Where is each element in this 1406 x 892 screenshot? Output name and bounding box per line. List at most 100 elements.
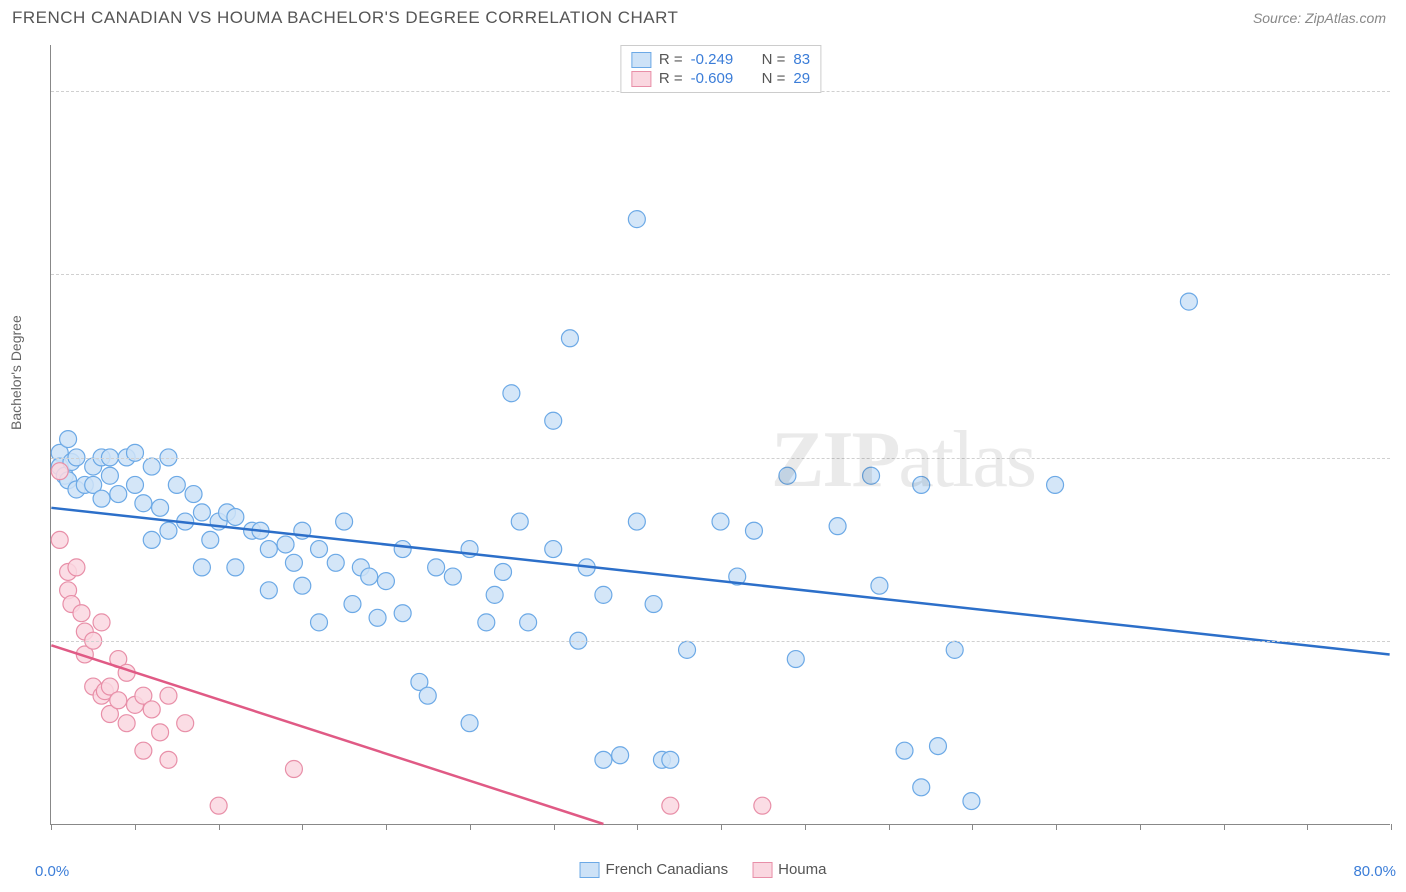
data-point [1180, 293, 1197, 310]
r-label: R = [659, 51, 683, 68]
data-point [127, 476, 144, 493]
gridline [51, 458, 1390, 459]
x-tick-mark [1056, 824, 1057, 830]
data-point [152, 724, 169, 741]
data-point [93, 614, 110, 631]
data-point [444, 568, 461, 585]
data-point [202, 531, 219, 548]
data-point [595, 751, 612, 768]
data-point [311, 614, 328, 631]
legend-label: Houma [778, 861, 826, 878]
data-point [51, 531, 68, 548]
r-label: R = [659, 70, 683, 87]
x-tick-mark [1307, 824, 1308, 830]
y-tick-label: 40.0% [1395, 449, 1406, 466]
legend-row: R = -0.249N = 83 [631, 50, 810, 69]
x-axis-min-label: 0.0% [35, 863, 69, 880]
data-point [779, 467, 796, 484]
x-tick-mark [219, 824, 220, 830]
data-point [394, 605, 411, 622]
x-tick-mark [51, 824, 52, 830]
data-point [712, 513, 729, 530]
data-point [628, 513, 645, 530]
data-point [285, 761, 302, 778]
data-point [461, 715, 478, 732]
legend-swatch [580, 862, 600, 878]
data-point [152, 499, 169, 516]
n-value: 83 [793, 51, 810, 68]
data-point [327, 554, 344, 571]
x-tick-mark [386, 824, 387, 830]
data-point [495, 563, 512, 580]
data-point [829, 518, 846, 535]
r-value: -0.609 [691, 70, 746, 87]
data-point [369, 609, 386, 626]
data-point [754, 797, 771, 814]
data-point [311, 541, 328, 558]
x-tick-mark [721, 824, 722, 830]
data-point [135, 742, 152, 759]
data-point [511, 513, 528, 530]
x-tick-mark [637, 824, 638, 830]
y-tick-label: 60.0% [1395, 266, 1406, 283]
data-point [377, 573, 394, 590]
data-point [929, 738, 946, 755]
data-point [913, 476, 930, 493]
data-point [946, 641, 963, 658]
data-point [227, 559, 244, 576]
data-point [628, 211, 645, 228]
source-attribution: Source: ZipAtlas.com [1253, 10, 1386, 26]
data-point [168, 476, 185, 493]
data-point [545, 412, 562, 429]
data-point [143, 701, 160, 718]
data-point [177, 715, 194, 732]
y-tick-label: 80.0% [1395, 82, 1406, 99]
data-point [645, 596, 662, 613]
data-point [419, 687, 436, 704]
r-value: -0.249 [691, 51, 746, 68]
header: FRENCH CANADIAN VS HOUMA BACHELOR'S DEGR… [0, 0, 1406, 36]
x-tick-mark [972, 824, 973, 830]
x-tick-mark [470, 824, 471, 830]
y-tick-label: 20.0% [1395, 633, 1406, 650]
data-point [93, 490, 110, 507]
data-point [896, 742, 913, 759]
series-legend: French Canadians Houma [580, 861, 827, 878]
data-point [787, 651, 804, 668]
data-point [277, 536, 294, 553]
x-tick-mark [1224, 824, 1225, 830]
data-point [193, 559, 210, 576]
gridline [51, 274, 1390, 275]
data-point [679, 641, 696, 658]
data-point [160, 687, 177, 704]
data-point [210, 797, 227, 814]
x-tick-mark [805, 824, 806, 830]
data-point [260, 582, 277, 599]
legend-swatch [631, 71, 651, 87]
data-point [143, 458, 160, 475]
data-point [1047, 476, 1064, 493]
data-point [871, 577, 888, 594]
data-point [963, 793, 980, 810]
scatter-plot-svg [51, 45, 1390, 824]
data-point [595, 586, 612, 603]
data-point [336, 513, 353, 530]
data-point [160, 751, 177, 768]
legend-swatch [752, 862, 772, 878]
data-point [662, 797, 679, 814]
correlation-legend: R = -0.249N = 83R = -0.609N = 29 [620, 45, 821, 93]
legend-item: Houma [752, 861, 826, 878]
data-point [227, 508, 244, 525]
data-point [745, 522, 762, 539]
data-point [185, 486, 202, 503]
data-point [68, 559, 85, 576]
legend-label: French Canadians [606, 861, 729, 878]
x-tick-mark [1140, 824, 1141, 830]
data-point [486, 586, 503, 603]
chart-plot-area: R = -0.249N = 83R = -0.609N = 29 ZIPatla… [50, 45, 1390, 825]
data-point [520, 614, 537, 631]
data-point [561, 330, 578, 347]
data-point [110, 486, 127, 503]
data-point [73, 605, 90, 622]
data-point [913, 779, 930, 796]
